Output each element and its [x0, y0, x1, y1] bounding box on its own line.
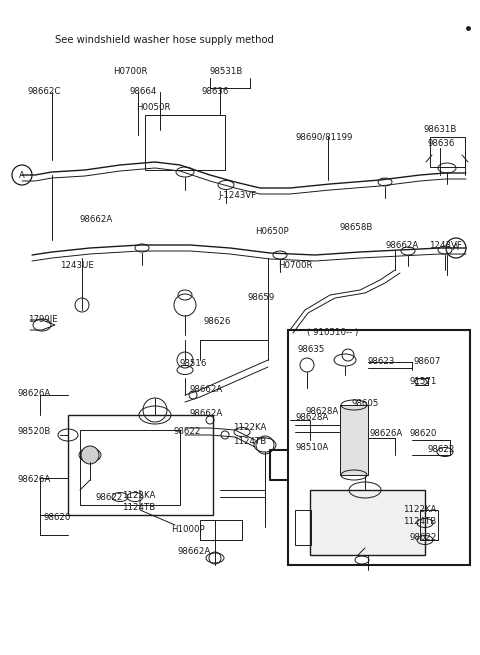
Text: H0050R: H0050R: [136, 103, 170, 113]
Text: H0650P: H0650P: [255, 227, 288, 236]
Text: 1799JE: 1799JE: [28, 316, 58, 324]
Text: 98662A: 98662A: [80, 215, 113, 225]
Text: 1124TB: 1124TB: [122, 504, 155, 512]
Text: 98516: 98516: [180, 358, 207, 367]
Text: A: A: [19, 170, 25, 179]
Text: A: A: [453, 244, 459, 252]
Bar: [420, 510, 438, 540]
Text: 98662A: 98662A: [178, 548, 211, 557]
Bar: [200, 520, 242, 540]
Text: 98620: 98620: [410, 428, 437, 438]
Circle shape: [221, 431, 229, 439]
Text: 98510A: 98510A: [295, 443, 328, 451]
Bar: [340, 405, 368, 475]
Text: 98607: 98607: [414, 358, 442, 367]
Text: 98636: 98636: [428, 140, 456, 149]
Text: 98635: 98635: [298, 345, 325, 354]
Text: H1000P: H1000P: [171, 525, 204, 534]
Text: 98622: 98622: [410, 534, 437, 542]
Text: 98628A: 98628A: [295, 413, 328, 422]
Text: 98664: 98664: [130, 88, 157, 96]
Text: 98626: 98626: [204, 318, 231, 326]
Text: 1122KA: 1122KA: [122, 491, 156, 500]
Text: 98631B: 98631B: [423, 126, 456, 134]
Text: 98690/81199: 98690/81199: [295, 132, 352, 141]
Text: 1243VF: 1243VF: [429, 242, 462, 250]
Text: 91571: 91571: [410, 377, 437, 386]
Text: 98662A: 98662A: [190, 386, 223, 394]
Text: 98622: 98622: [428, 445, 456, 455]
Text: 98626A: 98626A: [18, 476, 51, 485]
Bar: [430, 137, 465, 167]
Text: 98531B: 98531B: [210, 67, 243, 77]
Text: See windshield washer hose supply method: See windshield washer hose supply method: [55, 35, 274, 45]
Text: 98626A: 98626A: [18, 388, 51, 398]
Text: 98622: 98622: [96, 493, 123, 502]
Text: 1124TB: 1124TB: [233, 436, 266, 445]
Text: 98662C: 98662C: [28, 88, 61, 96]
Text: 98605: 98605: [352, 398, 379, 407]
Text: 98662A: 98662A: [189, 409, 222, 417]
Text: 98628A: 98628A: [305, 407, 338, 417]
Bar: [310, 490, 425, 555]
Bar: [80, 430, 180, 505]
Text: 98622: 98622: [174, 428, 202, 436]
Bar: [288, 330, 470, 565]
Text: 1124TB: 1124TB: [403, 517, 436, 525]
Text: ( 910510-- ): ( 910510-- ): [307, 329, 358, 337]
Text: 98636: 98636: [202, 88, 229, 96]
Text: 98520B: 98520B: [18, 428, 51, 436]
Text: H0700R: H0700R: [113, 67, 147, 77]
Circle shape: [189, 391, 197, 399]
Text: 98623: 98623: [368, 358, 396, 367]
Circle shape: [81, 446, 99, 464]
Text: 98626A: 98626A: [370, 428, 403, 438]
Text: 98659: 98659: [248, 293, 275, 303]
Text: 98658B: 98658B: [340, 223, 373, 233]
Text: 1122KA: 1122KA: [403, 504, 436, 514]
Text: 1243UE: 1243UE: [60, 261, 94, 269]
Text: 98662A: 98662A: [385, 242, 418, 250]
Bar: [295, 510, 311, 545]
Text: H0700R: H0700R: [278, 261, 312, 269]
Text: 1122KA: 1122KA: [233, 424, 266, 432]
Circle shape: [206, 416, 214, 424]
Text: J-1243VF: J-1243VF: [218, 191, 256, 200]
Text: 98620: 98620: [44, 512, 72, 521]
Bar: [68, 415, 213, 515]
Bar: [145, 115, 225, 170]
